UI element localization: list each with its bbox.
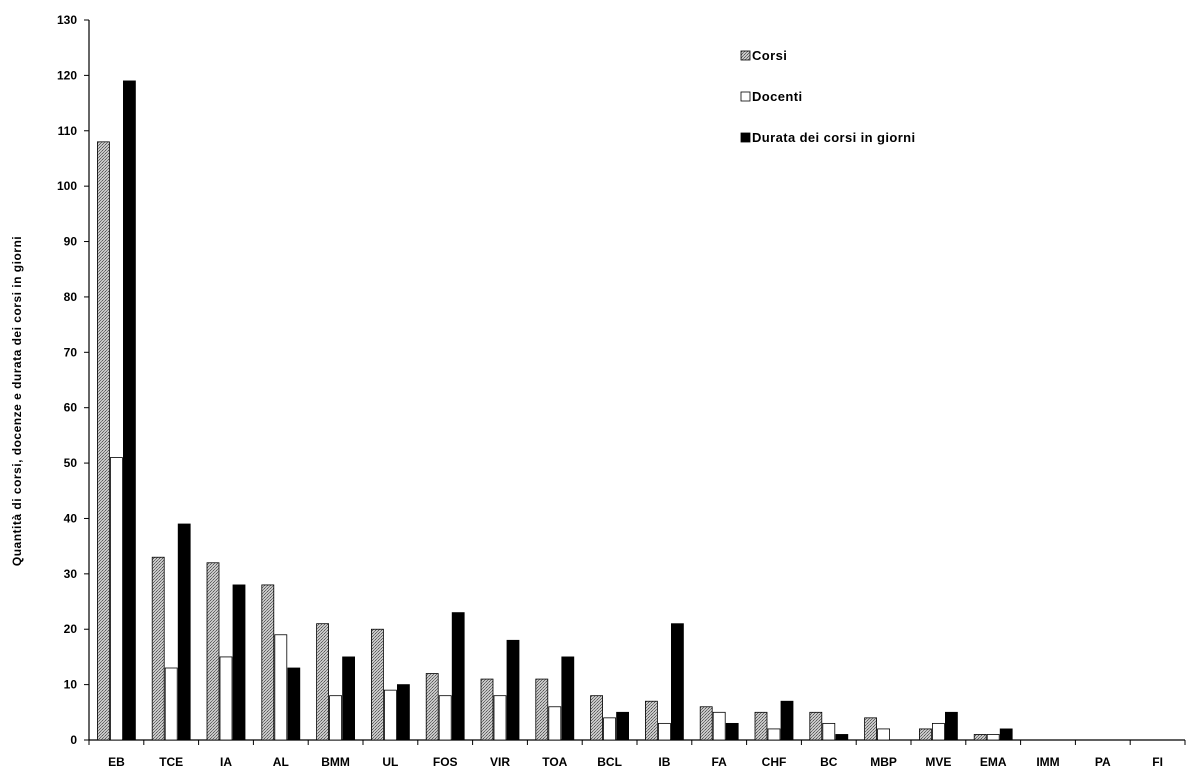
bar-durata-dei-corsi-in-giorni-ia	[232, 584, 246, 741]
bar-docenti-mve	[932, 722, 945, 741]
bar-durata-dei-corsi-in-giorni-ema	[999, 728, 1013, 741]
x-tick-label: FI	[1152, 755, 1163, 769]
bar-durata-dei-corsi-in-giorni-fa	[725, 722, 739, 741]
bar-durata-dei-corsi-in-giorni-vir	[506, 639, 520, 741]
x-tick-label: VIR	[490, 755, 510, 769]
bar-durata-dei-corsi-in-giorni-al	[287, 667, 301, 741]
legend-swatch-2	[740, 132, 751, 143]
bar-docenti-bcl	[603, 717, 616, 741]
bar-corsi-bcl	[590, 695, 603, 741]
bar-durata-dei-corsi-in-giorni-eb	[123, 80, 136, 741]
bar-docenti-tce	[164, 667, 178, 741]
y-axis: 0 10 20 30 40 50 60 70 80 90 100 110 120 130	[57, 13, 90, 747]
x-tick-label: FA	[712, 755, 728, 769]
bar-durata-dei-corsi-in-giorni-chf	[780, 700, 794, 741]
bar-corsi-ib	[645, 700, 658, 741]
legend-label: Docenti	[752, 89, 802, 104]
x-tick-label: TCE	[159, 755, 183, 769]
x-tick-label: BC	[820, 755, 838, 769]
x-tick-label: MBP	[870, 755, 897, 769]
bars	[97, 80, 1013, 741]
x-tick-label: IB	[658, 755, 670, 769]
y-tick-label: 40	[64, 511, 78, 525]
bar-docenti-mbp	[877, 728, 890, 741]
bar-durata-dei-corsi-in-giorni-toa	[561, 656, 575, 741]
bar-corsi-vir	[480, 678, 494, 741]
x-tick-label: AL	[273, 755, 289, 769]
x-tick-label: MVE	[925, 755, 951, 769]
bar-docenti-bmm	[329, 695, 343, 741]
legend-swatch-0	[740, 50, 751, 61]
y-tick-label: 120	[57, 68, 77, 82]
bar-docenti-fa	[712, 711, 726, 741]
bar-docenti-al	[274, 634, 288, 741]
y-tick-label: 30	[64, 567, 78, 581]
bar-corsi-ia	[206, 562, 220, 741]
bar-docenti-ib	[658, 722, 671, 741]
bar-corsi-bmm	[316, 623, 330, 741]
bar-durata-dei-corsi-in-giorni-bcl	[616, 711, 629, 741]
legend: Corsi Docenti Durata dei corsi in giorni	[740, 48, 916, 145]
bar-corsi-chf	[754, 711, 768, 741]
bar-docenti-ia	[219, 656, 233, 741]
bar-durata-dei-corsi-in-giorni-tce	[177, 523, 191, 741]
x-tick-label: CHF	[762, 755, 787, 769]
x-axis: EB TCE IA AL BMM UL FOS VIR TOA BCL IB FA CHF BC MBP MV…	[88, 739, 1186, 769]
x-tick-label: UL	[382, 755, 398, 769]
bar-durata-dei-corsi-in-giorni-ul	[396, 684, 410, 741]
y-tick-label: 70	[64, 345, 78, 359]
bar-corsi-ema	[973, 734, 987, 741]
bar-corsi-fos	[425, 673, 439, 741]
bar-durata-dei-corsi-in-giorni-ib	[671, 623, 684, 741]
x-tick-label: EMA	[980, 755, 1007, 769]
x-tick-label: TOA	[542, 755, 567, 769]
bar-corsi-fa	[699, 706, 713, 741]
bar-corsi-tce	[151, 556, 165, 741]
bar-corsi-bc	[809, 711, 823, 741]
bar-docenti-toa	[548, 706, 562, 741]
bar-docenti-ul	[383, 689, 397, 741]
y-tick-label: 90	[64, 235, 78, 249]
bar-corsi-eb	[97, 141, 110, 741]
bar-durata-dei-corsi-in-giorni-fos	[451, 612, 465, 741]
y-tick-label: 60	[64, 401, 78, 415]
legend-label: Corsi	[752, 48, 787, 63]
y-tick-label: 50	[64, 456, 78, 470]
bar-corsi-al	[261, 584, 275, 741]
x-tick-label: BMM	[321, 755, 350, 769]
bar-docenti-eb	[110, 457, 123, 741]
legend-label: Durata dei corsi in giorni	[752, 130, 916, 145]
bar-docenti-ema	[986, 734, 1000, 741]
bar-docenti-vir	[493, 695, 507, 741]
bar-durata-dei-corsi-in-giorni-bc	[835, 734, 849, 741]
y-tick-label: 100	[57, 179, 77, 193]
bar-corsi-ul	[370, 628, 384, 741]
y-tick-label: 80	[64, 290, 78, 304]
bar-corsi-toa	[535, 678, 549, 741]
bar-corsi-mbp	[864, 717, 877, 741]
bar-docenti-fos	[438, 695, 452, 741]
legend-swatch-1	[740, 91, 751, 102]
y-tick-label: 130	[57, 13, 77, 27]
x-tick-label: IA	[220, 755, 232, 769]
y-axis-title: Quantità di corsi, docenze e durata dei …	[10, 236, 24, 566]
x-tick-label: IMM	[1036, 755, 1059, 769]
y-tick-label: 20	[64, 622, 78, 636]
bar-docenti-bc	[822, 722, 836, 741]
y-tick-label: 10	[64, 678, 78, 692]
x-tick-label: FOS	[433, 755, 458, 769]
y-tick-label: 110	[58, 124, 78, 138]
bar-docenti-chf	[767, 728, 781, 741]
bar-durata-dei-corsi-in-giorni-bmm	[342, 656, 356, 741]
x-tick-label: PA	[1095, 755, 1111, 769]
y-tick-label: 0	[70, 733, 77, 747]
bar-durata-dei-corsi-in-giorni-mve	[945, 711, 958, 741]
x-tick-label: EB	[108, 755, 125, 769]
bar-corsi-mve	[919, 728, 932, 741]
x-tick-label: BCL	[597, 755, 622, 769]
